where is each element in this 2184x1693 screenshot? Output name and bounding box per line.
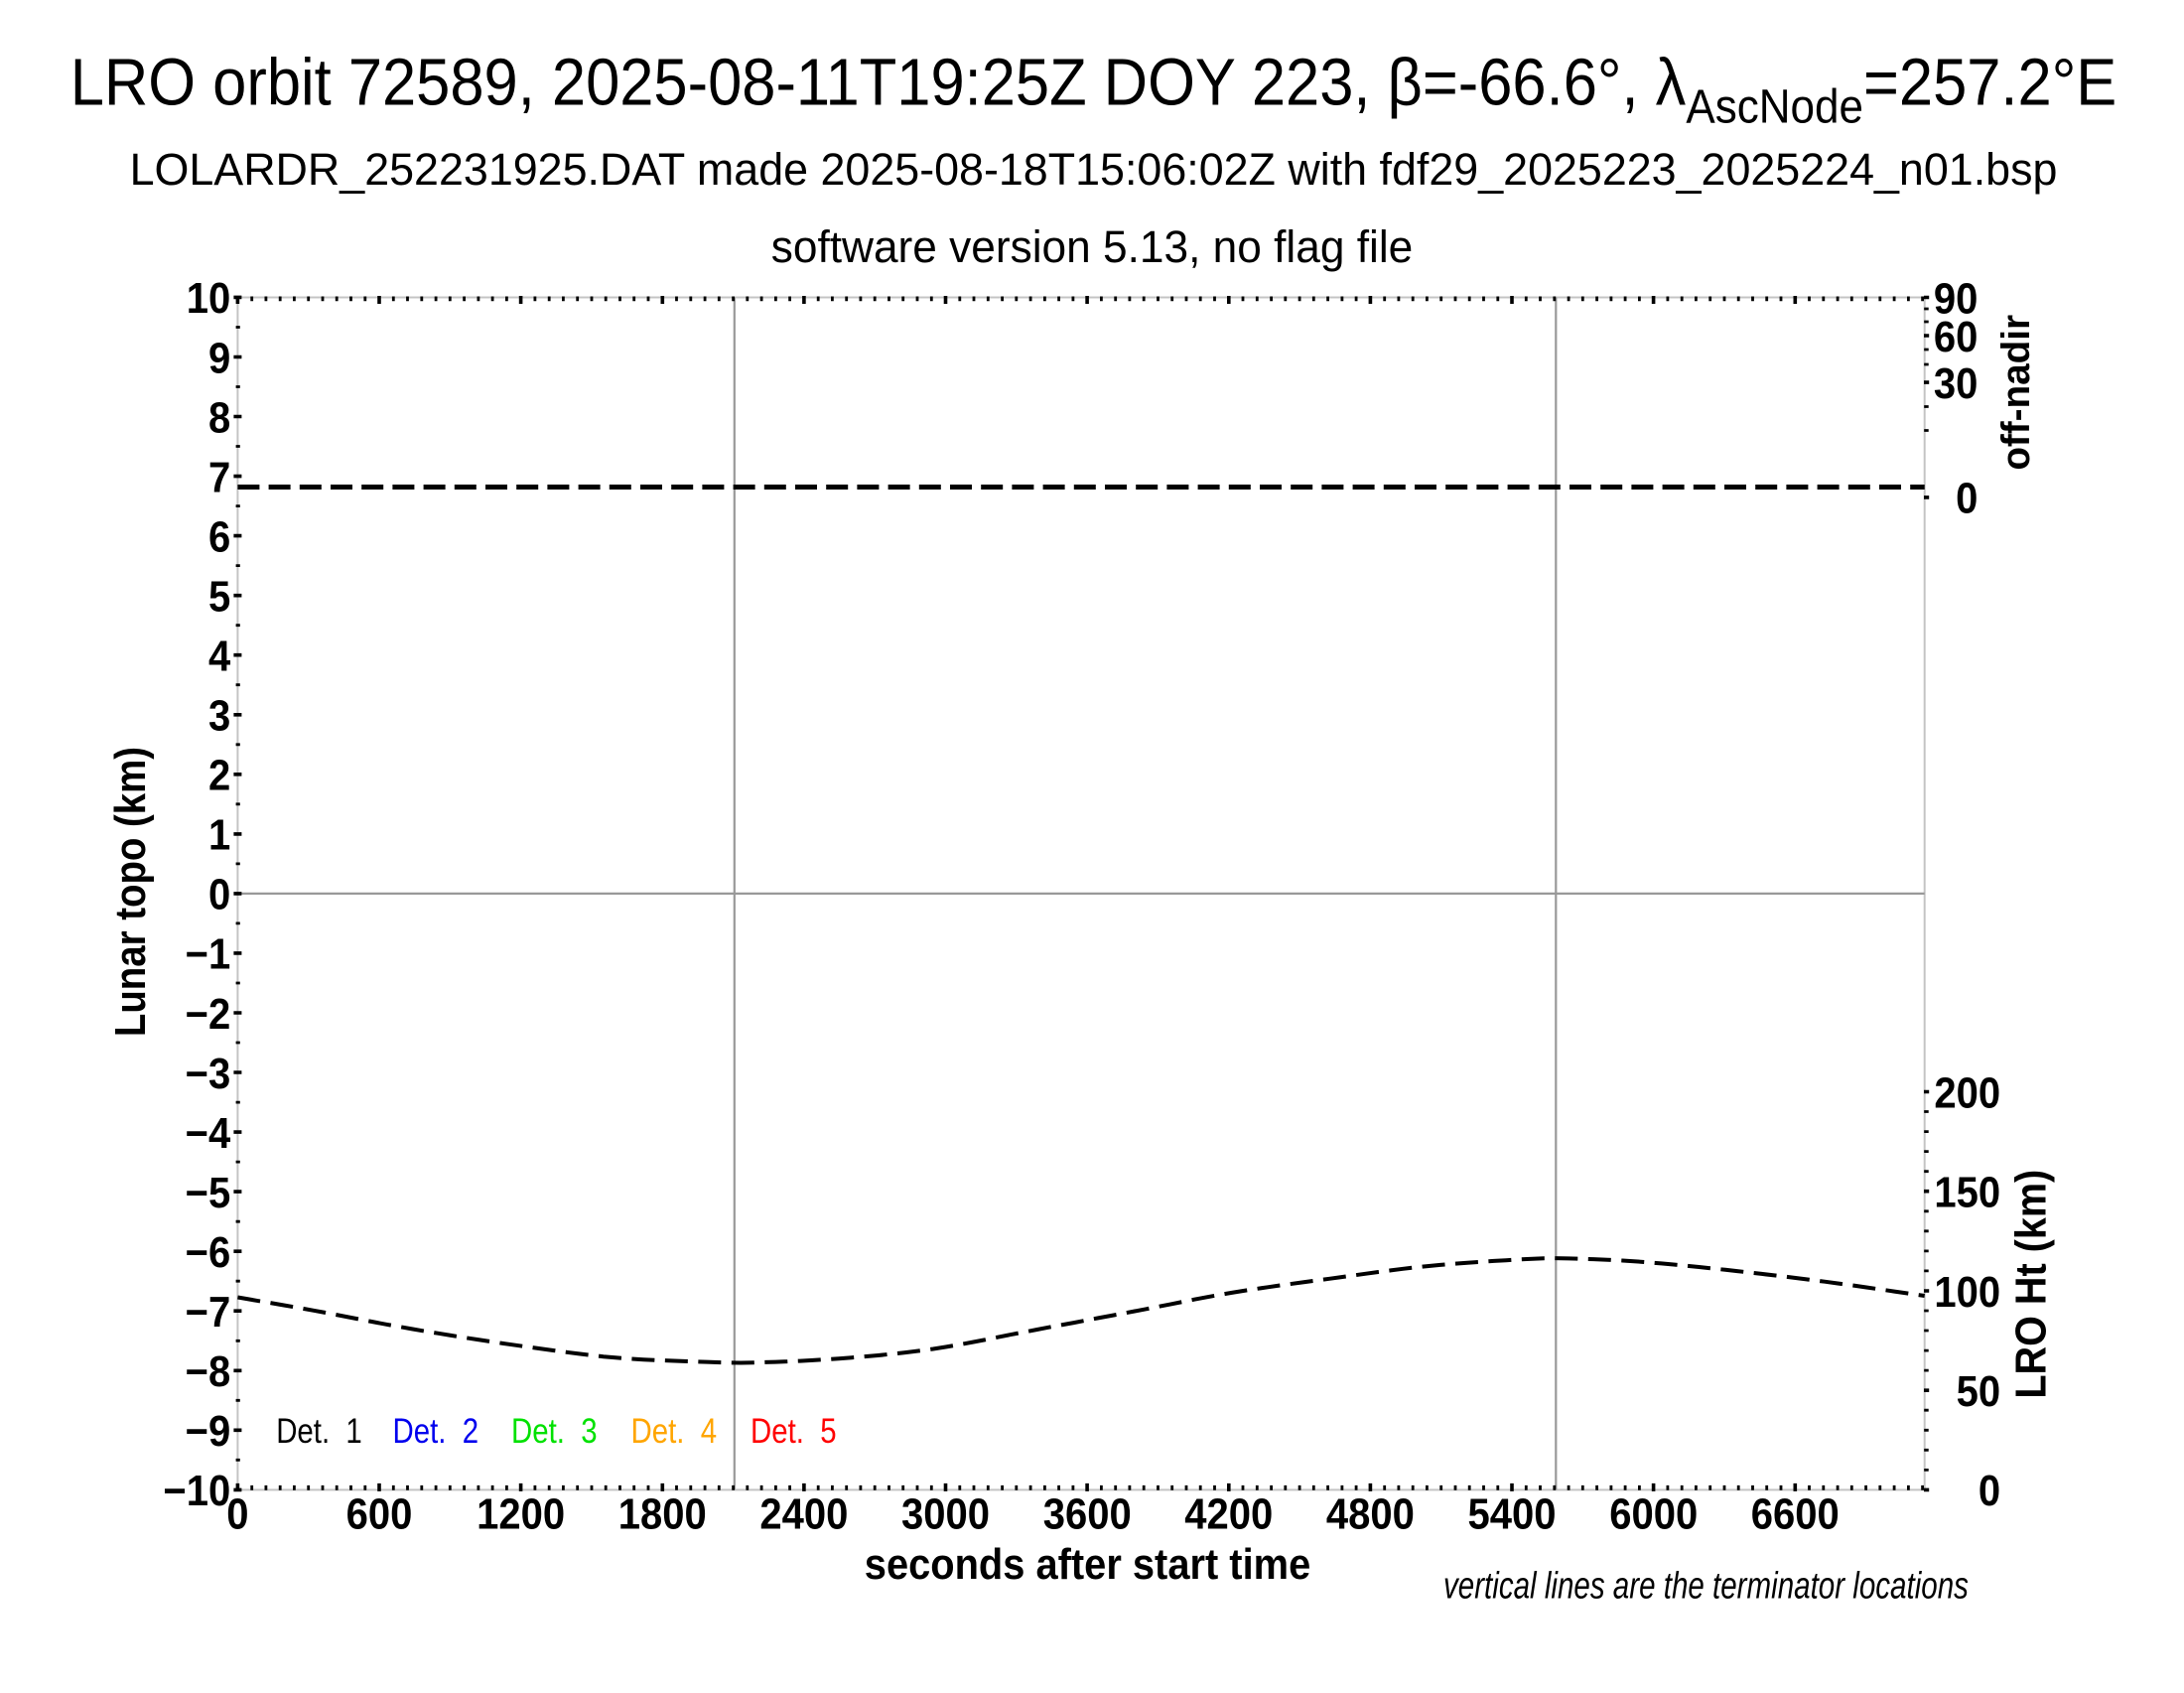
svg-text:3: 3 [208, 691, 230, 740]
svg-text:−6: −6 [186, 1227, 231, 1276]
svg-text:−8: −8 [186, 1347, 231, 1396]
svg-text:LRO orbit 72589, 2025-08-11T19: LRO orbit 72589, 2025-08-11T19:25Z DOY 2… [70, 45, 2117, 133]
svg-text:Det. 3: Det. 3 [511, 1411, 598, 1450]
svg-text:−1: −1 [186, 929, 231, 978]
svg-text:−9: −9 [186, 1407, 231, 1456]
svg-text:−2: −2 [186, 989, 231, 1038]
svg-text:150: 150 [1934, 1168, 2000, 1216]
svg-text:4: 4 [208, 632, 231, 680]
svg-text:Det. 1: Det. 1 [276, 1411, 362, 1450]
svg-text:vertical lines are the termina: vertical lines are the terminator locati… [1443, 1565, 1969, 1607]
svg-text:1: 1 [208, 810, 230, 859]
svg-text:30: 30 [1934, 358, 1979, 407]
svg-text:60: 60 [1934, 312, 1979, 360]
svg-text:50: 50 [1957, 1366, 2001, 1415]
svg-text:−10: −10 [163, 1467, 230, 1515]
svg-text:off-nadir: off-nadir [1993, 315, 2038, 471]
svg-text:4200: 4200 [1184, 1489, 1273, 1538]
svg-text:90: 90 [1934, 274, 1979, 323]
svg-text:0: 0 [1979, 1467, 2000, 1515]
svg-text:seconds after start time: seconds after start time [865, 1539, 1310, 1588]
svg-text:100: 100 [1934, 1267, 2000, 1316]
svg-text:−5: −5 [186, 1168, 231, 1216]
svg-text:2: 2 [208, 751, 230, 799]
svg-text:0: 0 [226, 1489, 248, 1538]
svg-text:−7: −7 [186, 1287, 231, 1336]
svg-text:5: 5 [208, 572, 230, 621]
svg-text:2400: 2400 [759, 1489, 848, 1538]
svg-text:−3: −3 [186, 1049, 231, 1097]
svg-text:6000: 6000 [1609, 1489, 1698, 1538]
svg-text:0: 0 [208, 870, 230, 918]
svg-text:1800: 1800 [618, 1489, 707, 1538]
svg-text:Det. 2: Det. 2 [393, 1411, 479, 1450]
svg-text:Lunar topo (km): Lunar topo (km) [106, 747, 155, 1037]
svg-text:5400: 5400 [1467, 1489, 1556, 1538]
svg-text:software version 5.13, no flag: software version 5.13, no flag file [771, 223, 1414, 272]
svg-text:1200: 1200 [477, 1489, 565, 1538]
svg-text:10: 10 [187, 274, 231, 323]
svg-text:Det. 5: Det. 5 [751, 1411, 837, 1450]
svg-text:200: 200 [1934, 1068, 2000, 1117]
svg-text:8: 8 [208, 393, 230, 442]
svg-text:9: 9 [208, 334, 230, 382]
svg-text:6600: 6600 [1751, 1489, 1840, 1538]
svg-text:LRO Ht (km): LRO Ht (km) [2006, 1170, 2055, 1399]
svg-text:−4: −4 [186, 1108, 231, 1157]
svg-text:6: 6 [208, 512, 230, 561]
svg-text:3000: 3000 [901, 1489, 990, 1538]
svg-text:3600: 3600 [1043, 1489, 1132, 1538]
svg-text:7: 7 [208, 453, 230, 501]
svg-text:600: 600 [346, 1489, 413, 1538]
svg-text:Det. 4: Det. 4 [631, 1411, 718, 1450]
svg-text:4800: 4800 [1326, 1489, 1415, 1538]
svg-text:0: 0 [1956, 474, 1978, 522]
svg-text:LOLARDR_252231925.DAT made 202: LOLARDR_252231925.DAT made 2025-08-18T15… [130, 144, 2058, 195]
